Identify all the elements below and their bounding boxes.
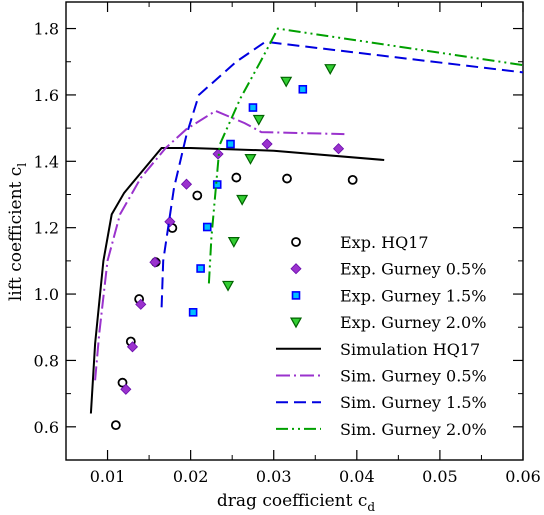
series-exp-gurney-0-5 xyxy=(120,138,345,395)
legend: Exp. HQ17 Exp. Gurney 0.5% Exp. Gurney 1.5… xyxy=(276,233,487,439)
data-point xyxy=(298,84,308,94)
legend-item: Sim. Gurney 0.5% xyxy=(276,367,487,386)
legend-item: Sim. Gurney 1.5% xyxy=(276,393,487,412)
series-layer xyxy=(89,27,524,431)
series-line xyxy=(160,40,524,308)
data-point xyxy=(252,114,265,126)
series-line xyxy=(94,109,345,381)
data-point xyxy=(282,173,292,184)
data-point xyxy=(149,256,161,268)
series-line xyxy=(207,27,524,284)
data-point xyxy=(120,383,132,395)
data-point xyxy=(231,172,242,183)
legend-label: Exp. Gurney 2.0% xyxy=(340,313,486,332)
x-tick-label: 0.02 xyxy=(173,467,209,486)
legend-swatch xyxy=(291,237,301,247)
data-point xyxy=(324,64,337,75)
data-point xyxy=(192,190,203,201)
y-tick-label: 0.6 xyxy=(34,418,59,437)
legend-label: Exp. Gurney 0.5% xyxy=(340,260,486,279)
legend-item: Sim. Gurney 2.0% xyxy=(276,420,487,439)
data-point xyxy=(202,222,212,232)
data-point xyxy=(126,341,139,353)
y-tick-label: 0.8 xyxy=(34,351,59,370)
series-exp-hq17 xyxy=(110,172,358,431)
y-axis-title: lift coefficient cl xyxy=(6,163,29,301)
axis-ticks: 0.01 0.02 0.03 0.04 0.05 0.06 0.6 0.8 1.0 1.2 1.4 1… xyxy=(34,2,541,486)
legend-item: Exp. Gurney 2.0% xyxy=(289,313,486,332)
data-point xyxy=(347,174,358,185)
legend-label: Sim. Gurney 0.5% xyxy=(340,367,487,386)
data-point xyxy=(248,103,258,112)
y-tick-label: 1.8 xyxy=(34,20,59,39)
x-tick-label: 0.05 xyxy=(422,467,458,486)
y-tick-label: 1.0 xyxy=(34,285,59,304)
data-point xyxy=(227,237,240,248)
legend-item: Exp. HQ17 xyxy=(291,233,429,252)
plot-frame xyxy=(65,1,524,461)
data-point xyxy=(222,280,235,292)
data-point xyxy=(110,420,121,431)
legend-label: Simulation HQ17 xyxy=(340,340,480,359)
legend-swatch xyxy=(291,291,301,300)
data-point xyxy=(244,154,257,165)
data-point xyxy=(188,308,198,317)
legend-swatch xyxy=(290,263,302,275)
legend-label: Sim. Gurney 1.5% xyxy=(340,393,487,412)
data-point xyxy=(117,377,128,388)
data-point xyxy=(226,139,235,149)
series-sim-gurney-0-5 xyxy=(94,109,345,381)
x-axis-title: drag coefficient cd xyxy=(217,491,376,514)
y-tick-label: 1.6 xyxy=(34,86,59,105)
data-point xyxy=(180,178,193,190)
series-sim-gurney-1-5 xyxy=(160,40,524,308)
series-exp-gurney-2-0 xyxy=(222,64,337,292)
x-tick-label: 0.06 xyxy=(505,467,541,486)
data-point xyxy=(196,264,205,273)
series-line xyxy=(89,147,385,414)
data-point xyxy=(280,76,293,88)
legend-swatch xyxy=(289,317,303,329)
data-point xyxy=(164,216,176,228)
legend-item: Exp. Gurney 0.5% xyxy=(290,260,486,279)
data-point xyxy=(332,143,345,155)
x-tick-label: 0.04 xyxy=(339,467,375,486)
legend-label: Exp. HQ17 xyxy=(340,233,429,252)
legend-label: Sim. Gurney 2.0% xyxy=(340,420,487,439)
x-tick-label: 0.01 xyxy=(90,467,126,486)
legend-item: Exp. Gurney 1.5% xyxy=(291,286,486,305)
series-exp-gurney-1-5 xyxy=(188,84,308,317)
data-point xyxy=(135,298,147,310)
legend-label: Exp. Gurney 1.5% xyxy=(340,286,486,305)
legend-item: Simulation HQ17 xyxy=(276,340,480,359)
data-point xyxy=(261,138,273,150)
y-tick-label: 1.4 xyxy=(34,152,59,171)
x-tick-label: 0.03 xyxy=(256,467,292,486)
data-point xyxy=(236,194,249,206)
data-point xyxy=(212,180,222,189)
series-sim-gurney-2-0 xyxy=(207,27,524,284)
y-tick-label: 1.2 xyxy=(34,219,59,238)
series-simulation-hq17 xyxy=(89,147,385,414)
